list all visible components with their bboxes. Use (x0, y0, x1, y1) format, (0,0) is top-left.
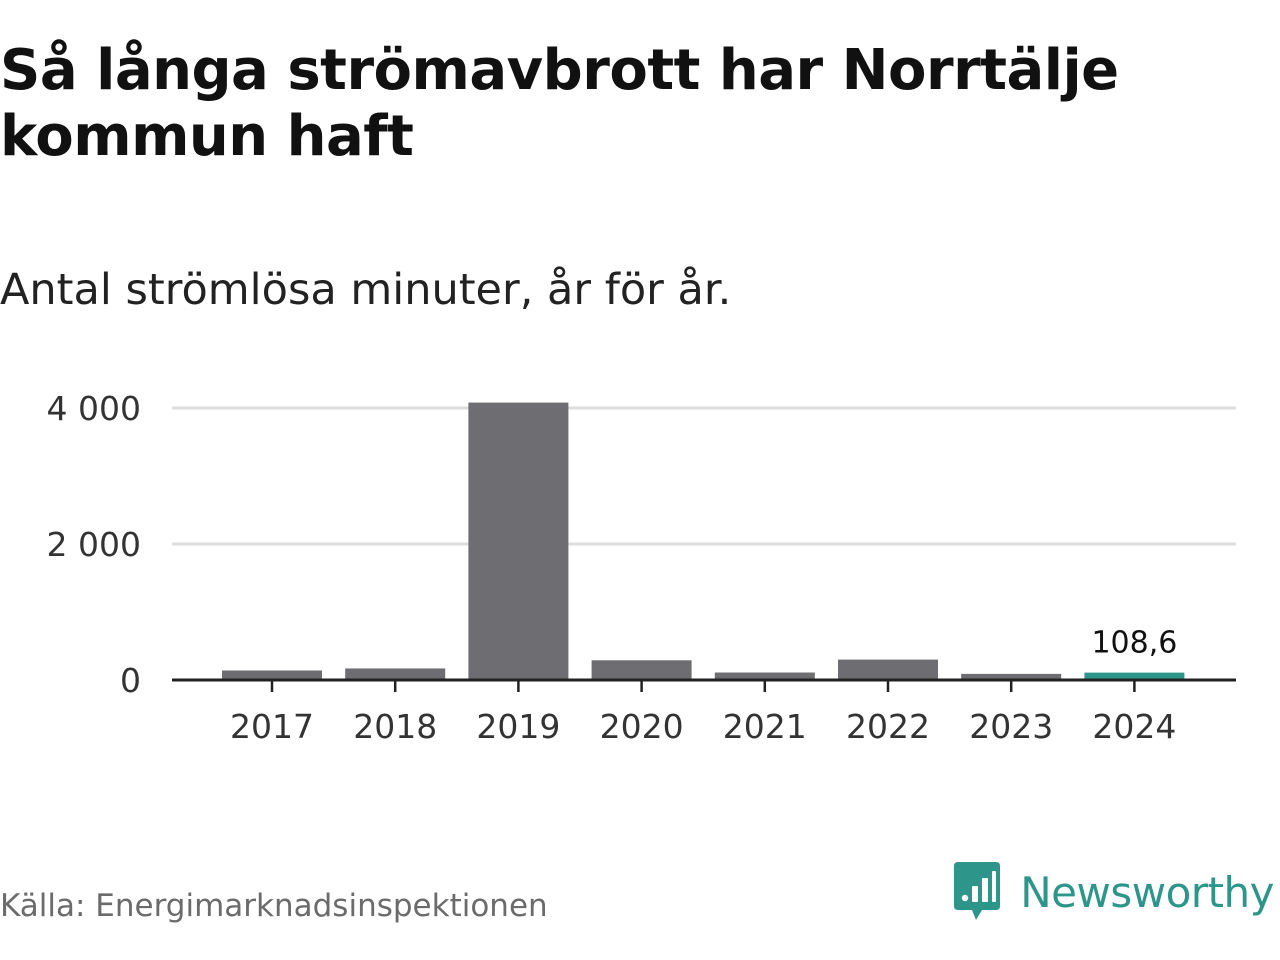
brand-name: Newsworthy (1020, 867, 1274, 917)
source-note: Källa: Energimarknadsinspektionen (0, 888, 548, 924)
data-label: 108,6 (1091, 626, 1177, 661)
data-labels: 108,6 (1091, 626, 1177, 661)
gridlines (172, 406, 1236, 546)
x-tick-label: 2019 (476, 707, 560, 746)
newsworthy-logo-icon (954, 862, 1001, 920)
x-axis-tick-labels: 2017 2018 2019 2020 2021 2022 2023 2024 (230, 707, 1176, 746)
x-tick-label: 2024 (1092, 707, 1176, 746)
x-tick-label: 2021 (723, 707, 807, 746)
bar-2023 (961, 673, 1062, 680)
x-tick-label: 2022 (846, 707, 930, 746)
y-tick-label: 4 000 (47, 389, 141, 428)
x-tick-label: 2017 (230, 707, 314, 746)
bar-2019 (468, 402, 569, 680)
x-tick-label: 2018 (353, 707, 437, 746)
chart-subtitle: Antal strömlösa minuter, år för år. (0, 265, 732, 315)
bar-2017 (222, 670, 322, 680)
bars (222, 402, 1185, 680)
bar-2021 (714, 672, 815, 680)
chart-title: Så långa strömavbrott har Norrtälje komm… (0, 38, 1119, 169)
y-tick-label: 2 000 (47, 525, 141, 564)
bar-2020 (591, 660, 692, 680)
bar-2018 (345, 668, 446, 680)
x-tick-label: 2023 (969, 707, 1053, 746)
brand-logo: Newsworthy (952, 862, 1274, 922)
x-tick-label: 2020 (600, 707, 684, 746)
x-axis (172, 678, 1236, 692)
bar-2022 (838, 659, 938, 680)
bar-2024 (1084, 672, 1185, 680)
y-tick-label: 0 (120, 661, 141, 700)
y-axis-tick-labels: 0 2 000 4 000 (47, 389, 141, 700)
